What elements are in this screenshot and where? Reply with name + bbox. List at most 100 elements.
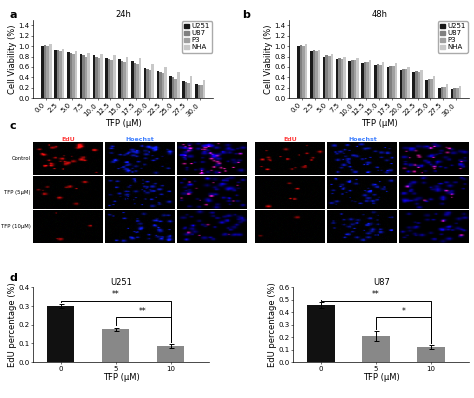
Bar xyxy=(67,53,70,98)
Bar xyxy=(49,45,52,98)
Bar xyxy=(405,69,407,98)
Bar xyxy=(454,88,456,98)
Text: U87: U87 xyxy=(341,197,356,206)
Title: Merge: Merge xyxy=(423,137,446,142)
Title: EdU: EdU xyxy=(61,137,75,142)
Bar xyxy=(366,62,369,98)
Bar xyxy=(313,50,315,98)
Bar xyxy=(338,58,341,98)
Bar xyxy=(108,59,110,98)
Title: U251: U251 xyxy=(110,278,132,287)
Y-axis label: Cell Viability (%): Cell Viability (%) xyxy=(8,24,17,94)
Bar xyxy=(323,57,326,98)
Bar xyxy=(351,60,354,98)
Text: d: d xyxy=(9,273,18,283)
Bar xyxy=(382,62,384,98)
Bar xyxy=(200,85,202,98)
Bar xyxy=(182,81,185,98)
Bar xyxy=(330,54,333,98)
Text: b: b xyxy=(242,10,250,20)
Bar xyxy=(315,51,318,98)
Text: U251: U251 xyxy=(116,197,136,206)
Title: Hoechst: Hoechst xyxy=(348,137,377,142)
Bar xyxy=(430,79,433,98)
Bar xyxy=(402,68,405,98)
Legend: U251, U87, P3, NHA: U251, U87, P3, NHA xyxy=(438,21,468,53)
Bar xyxy=(102,330,129,362)
Bar xyxy=(354,60,356,98)
Bar xyxy=(85,57,87,98)
Bar xyxy=(174,78,177,98)
Bar xyxy=(400,70,402,98)
Bar xyxy=(356,58,359,98)
Bar xyxy=(407,67,410,98)
Bar xyxy=(95,57,98,98)
Bar xyxy=(374,65,377,98)
Y-axis label: EdU percentage (%): EdU percentage (%) xyxy=(8,283,17,367)
Text: **: ** xyxy=(112,291,119,299)
Y-axis label: TFP (10μM): TFP (10μM) xyxy=(0,224,30,229)
X-axis label: TFP (μM): TFP (μM) xyxy=(103,373,139,382)
Y-axis label: Control: Control xyxy=(11,156,30,162)
Title: 48h: 48h xyxy=(371,10,387,19)
Text: *: * xyxy=(401,307,405,316)
Bar xyxy=(164,67,167,98)
Title: 24h: 24h xyxy=(115,10,131,19)
Bar xyxy=(300,45,302,98)
Bar xyxy=(80,54,82,98)
Bar xyxy=(169,76,172,98)
Bar xyxy=(47,306,74,362)
Bar xyxy=(57,50,59,98)
Bar xyxy=(415,71,418,98)
Text: **: ** xyxy=(372,291,380,299)
Bar xyxy=(341,59,343,98)
Bar xyxy=(113,55,116,98)
Bar xyxy=(328,56,330,98)
Bar xyxy=(74,51,77,98)
Y-axis label: TFP (5μM): TFP (5μM) xyxy=(4,190,30,195)
Bar xyxy=(195,84,198,98)
Bar xyxy=(446,84,448,98)
Bar xyxy=(425,80,428,98)
Bar xyxy=(121,61,123,98)
Text: a: a xyxy=(9,10,17,20)
X-axis label: TFP (μM): TFP (μM) xyxy=(363,373,400,382)
Bar xyxy=(417,347,445,362)
Bar xyxy=(46,45,49,98)
Bar xyxy=(433,76,436,98)
Bar xyxy=(98,58,100,98)
Bar xyxy=(162,73,164,98)
Bar xyxy=(82,55,85,98)
Bar xyxy=(118,59,121,98)
Title: Hoechst: Hoechst xyxy=(126,137,155,142)
Bar xyxy=(177,72,180,98)
Bar xyxy=(62,49,64,98)
Bar xyxy=(110,60,113,98)
Bar xyxy=(156,71,159,98)
Bar xyxy=(105,58,108,98)
Bar xyxy=(92,55,95,98)
Bar xyxy=(412,72,415,98)
Text: **: ** xyxy=(139,307,147,316)
Bar xyxy=(202,80,205,98)
Bar xyxy=(326,55,328,98)
Bar xyxy=(149,70,151,98)
Bar xyxy=(420,70,423,98)
Bar xyxy=(456,88,458,98)
Bar xyxy=(343,57,346,98)
Bar xyxy=(131,61,134,98)
X-axis label: TFP (μM): TFP (μM) xyxy=(105,119,142,128)
Bar xyxy=(159,72,162,98)
X-axis label: TFP (μM): TFP (μM) xyxy=(361,119,398,128)
Bar xyxy=(136,64,138,98)
Bar xyxy=(185,82,187,98)
Bar xyxy=(418,72,420,98)
Bar xyxy=(123,62,126,98)
Bar xyxy=(59,51,62,98)
Bar xyxy=(369,60,372,98)
Y-axis label: EdU percentage (%): EdU percentage (%) xyxy=(268,283,277,367)
Bar xyxy=(318,50,320,98)
Bar xyxy=(72,54,74,98)
Bar xyxy=(438,88,441,98)
Bar xyxy=(392,66,394,98)
